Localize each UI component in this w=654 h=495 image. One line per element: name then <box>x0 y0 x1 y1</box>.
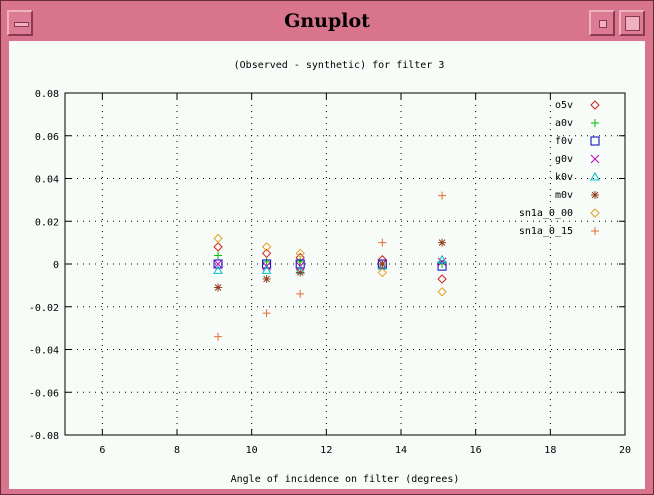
y-tick-label: -0.06 <box>29 388 59 399</box>
chart-title: (Observed - synthetic) for filter 3 <box>234 60 445 71</box>
data-point <box>261 248 272 259</box>
window-title: Gnuplot <box>284 10 370 32</box>
y-tick-label: -0.02 <box>29 303 59 314</box>
legend: o5v a0v f0v g0v k0v m0v sn1a_0_00 sn1a_0_15 <box>519 100 600 237</box>
data-point <box>262 274 271 283</box>
y-tick-label: 0 <box>53 260 59 271</box>
data-point <box>262 259 272 269</box>
legend-label: f0v <box>555 136 573 147</box>
data-point <box>437 274 447 284</box>
legend-label: o5v <box>555 100 573 111</box>
x-axis-label: Angle of incidence on filter (degrees) <box>231 474 460 485</box>
data-point <box>437 257 447 267</box>
data-point <box>437 287 447 297</box>
x-tick-label: 20 <box>619 445 631 456</box>
y-tick-label: -0.08 <box>29 431 59 442</box>
data-point <box>213 259 223 269</box>
data-point <box>377 267 388 278</box>
data-point <box>296 289 305 298</box>
data-point <box>261 242 272 252</box>
x-tick-label: 18 <box>544 445 556 456</box>
legend-marker <box>590 136 600 146</box>
data-point <box>438 191 447 200</box>
y-tick-label: 0.08 <box>35 89 59 100</box>
legend-marker <box>591 227 599 235</box>
data-point <box>213 259 223 269</box>
data-point <box>214 283 223 292</box>
legend-marker <box>590 100 600 110</box>
data-point <box>214 251 223 260</box>
data-point <box>378 260 387 268</box>
minimize-icon <box>599 20 607 28</box>
legend-label: k0v <box>555 172 573 183</box>
legend-label: g0v <box>555 154 573 165</box>
data-point <box>438 238 447 247</box>
legend-marker <box>590 154 600 164</box>
data-point <box>261 265 272 274</box>
legend-marker <box>590 208 600 218</box>
y-tick-label: 0.02 <box>35 217 59 228</box>
data-point <box>296 268 305 277</box>
legend-label: sn1a_0_00 <box>519 208 573 219</box>
minimize-button[interactable] <box>589 10 615 36</box>
maximize-icon <box>625 16 640 31</box>
legend-label: sn1a_0_15 <box>519 226 573 237</box>
data-point <box>295 248 305 259</box>
grid <box>65 93 625 435</box>
data-point <box>213 265 223 274</box>
menu-bar-icon <box>14 22 29 27</box>
x-tick-label: 14 <box>395 445 407 456</box>
data-point <box>213 242 223 252</box>
x-tick-label: 6 <box>99 445 105 456</box>
data-point <box>262 257 271 266</box>
y-tick-label: 0.04 <box>35 175 59 186</box>
plot-canvas: (Observed - synthetic) for filter 3 6 8 10… <box>9 41 645 489</box>
maximize-button[interactable] <box>619 10 645 36</box>
x-tick-label: 10 <box>246 445 258 456</box>
data-point <box>437 254 447 264</box>
data-point <box>213 233 223 244</box>
data-point <box>296 257 305 266</box>
legend-marker <box>591 119 599 127</box>
axis-ticks: 6 8 10 12 14 16 18 20 0.08 0.06 0.04 0.02 0 -0.02 -0.0… <box>29 89 631 456</box>
scatter-chart: (Observed - synthetic) for filter 3 6 8 10… <box>29 60 631 485</box>
x-tick-label: 8 <box>174 445 180 456</box>
title-bar[interactable]: Gnuplot <box>3 3 651 39</box>
data-points <box>213 191 447 341</box>
y-tick-label: -0.04 <box>29 346 59 357</box>
legend-label: m0v <box>555 190 573 201</box>
data-point <box>378 238 387 247</box>
y-tick-label: 0.06 <box>35 132 59 143</box>
window-menu-button[interactable] <box>7 10 33 36</box>
legend-marker <box>591 191 599 199</box>
data-point <box>295 259 305 269</box>
x-tick-label: 16 <box>470 445 482 456</box>
x-tick-label: 12 <box>320 445 332 456</box>
data-point <box>262 309 271 318</box>
legend-marker <box>590 171 600 181</box>
data-point <box>214 332 223 341</box>
legend-label: a0v <box>555 118 573 129</box>
